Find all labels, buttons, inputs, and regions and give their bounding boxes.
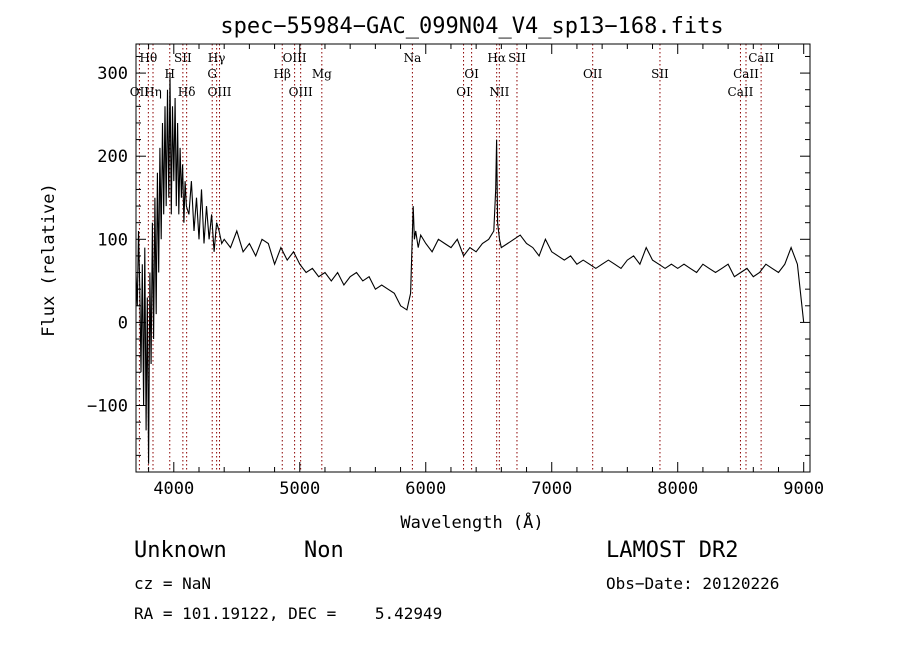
- line-marker-label: OI: [456, 85, 471, 99]
- line-marker-label: SII: [174, 51, 192, 65]
- y-tick-label: 200: [97, 147, 128, 167]
- x-tick-label: 7000: [531, 479, 572, 499]
- spectral-line-markers: [138, 44, 762, 472]
- y-tick-label: 0: [118, 313, 128, 333]
- series-layer: [135, 73, 805, 464]
- plot-frame: [135, 43, 811, 473]
- line-marker-label: OIII: [289, 85, 313, 99]
- line-marker-label: Hδ: [178, 85, 196, 99]
- x-tick-label: 6000: [405, 479, 446, 499]
- y-tick-label: −100: [87, 397, 128, 417]
- line-marker-label: OI: [464, 67, 479, 81]
- y-tick-label: 300: [97, 64, 128, 84]
- line-marker-label: Hη: [144, 85, 162, 99]
- y-tick-label: 100: [97, 230, 128, 250]
- x-tick-label: 9000: [783, 479, 824, 499]
- chart-title: spec−55984−GAC_099N04_V4_sp13−168.fits: [220, 14, 723, 39]
- line-marker-label: CaII: [728, 85, 754, 99]
- line-marker-label: Hβ: [274, 67, 291, 81]
- line-marker-label: OII: [130, 85, 150, 99]
- axis-ticks: 4000 5000 6000 7000 8000 9000 −100 0 100 200 300: [87, 44, 824, 499]
- y-axis-label: Flux (relative): [39, 183, 59, 337]
- line-marker-label: G: [207, 67, 217, 81]
- line-marker-label: Na: [404, 51, 422, 65]
- line-marker-label: Mg: [312, 67, 332, 81]
- line-marker-label: Hγ: [208, 51, 226, 65]
- obs-date-text: Obs−Date: 20120226: [606, 574, 780, 593]
- survey-name: LAMOST DR2: [606, 538, 739, 563]
- line-marker-label: Hθ: [139, 51, 157, 65]
- spectrum-line: [135, 73, 805, 464]
- x-axis-label: Wavelength (Å): [400, 511, 543, 533]
- x-tick-label: 5000: [279, 479, 320, 499]
- line-marker-label: SII: [651, 67, 669, 81]
- x-tick-label: 8000: [657, 479, 698, 499]
- line-marker-label: OIII: [283, 51, 307, 65]
- line-marker-label: Hα: [487, 51, 506, 65]
- line-marker-label: OII: [583, 67, 603, 81]
- object-subclass: Non: [304, 538, 344, 563]
- redshift-text: cz = NaN: [134, 574, 212, 593]
- coordinates-text: RA = 101.19122, DEC = 5.42949: [134, 604, 443, 623]
- x-tick-label: 4000: [153, 479, 194, 499]
- line-marker-label: CaII: [733, 67, 759, 81]
- object-class: Unknown: [134, 538, 227, 563]
- line-marker-label: NII: [489, 85, 509, 99]
- line-marker-label: CaII: [748, 51, 774, 65]
- line-marker-label: OIII: [207, 85, 231, 99]
- line-marker-label: SII: [508, 51, 526, 65]
